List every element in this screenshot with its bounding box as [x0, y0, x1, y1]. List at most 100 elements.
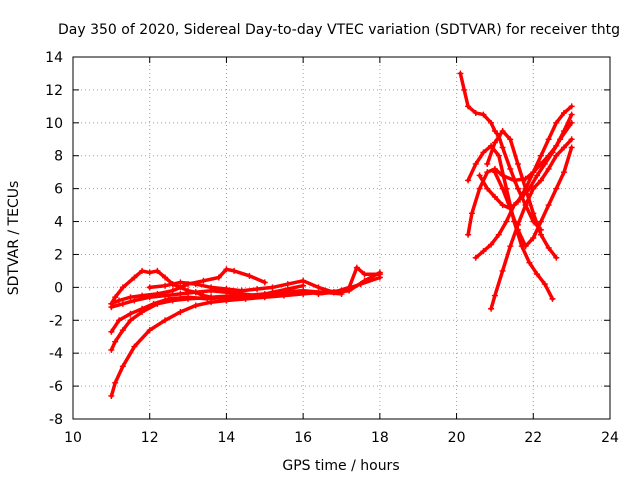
- data-point: [108, 392, 115, 399]
- data-point: [139, 309, 146, 316]
- data-point: [127, 310, 134, 317]
- data-point: [491, 139, 498, 146]
- data-point: [284, 281, 291, 288]
- data-point: [560, 144, 567, 151]
- data-point: [112, 294, 119, 301]
- data-point: [530, 169, 537, 176]
- data-point: [476, 185, 483, 192]
- data-point: [545, 202, 552, 209]
- series-line: [458, 71, 543, 232]
- data-point: [530, 210, 537, 217]
- y-tick-label: -6: [49, 379, 63, 395]
- data-point: [553, 119, 560, 126]
- data-point: [484, 185, 491, 192]
- data-point: [507, 243, 514, 250]
- data-point: [507, 205, 514, 212]
- data-point: [127, 317, 134, 324]
- data-point: [116, 297, 123, 304]
- data-point: [119, 284, 126, 291]
- data-point: [499, 128, 506, 135]
- data-point: [119, 363, 126, 370]
- x-tick-label: 10: [64, 430, 82, 446]
- data-point: [361, 271, 368, 278]
- data-point: [484, 160, 491, 167]
- data-point: [465, 231, 472, 238]
- data-point: [457, 70, 464, 77]
- data-point: [116, 317, 123, 324]
- data-point: [461, 86, 468, 93]
- y-axis-label: SDTVAR / TECUs: [6, 181, 22, 296]
- data-point: [131, 343, 138, 350]
- data-point: [127, 294, 134, 301]
- data-point: [511, 177, 518, 184]
- data-point: [131, 274, 138, 281]
- data-point: [208, 299, 215, 306]
- data-point: [568, 136, 575, 143]
- data-point: [154, 300, 161, 307]
- data-point: [522, 243, 529, 250]
- data-point: [545, 136, 552, 143]
- data-point: [472, 160, 479, 167]
- data-point: [112, 338, 119, 345]
- data-point: [346, 284, 353, 291]
- data-point: [484, 169, 491, 176]
- data-point: [269, 284, 276, 291]
- series-layer: [108, 70, 575, 399]
- y-tick-label: 2: [54, 247, 63, 263]
- y-tick-label: 10: [45, 116, 63, 132]
- data-point: [261, 292, 268, 299]
- data-point: [557, 136, 564, 143]
- data-point: [522, 185, 529, 192]
- data-point: [560, 169, 567, 176]
- data-point: [376, 271, 383, 278]
- y-tick-label: 12: [45, 83, 63, 99]
- data-point: [468, 210, 475, 217]
- data-point: [526, 259, 533, 266]
- data-point: [192, 289, 199, 296]
- chart-title: Day 350 of 2020, Sidereal Day-to-day VTE…: [58, 22, 620, 38]
- y-tick-label: -4: [49, 346, 63, 362]
- data-point: [139, 267, 146, 274]
- data-point: [549, 149, 556, 156]
- data-point: [545, 244, 552, 251]
- data-point: [300, 277, 307, 284]
- data-point: [108, 328, 115, 335]
- x-tick-label: 12: [141, 430, 159, 446]
- data-point: [495, 231, 502, 238]
- data-point: [300, 287, 307, 294]
- data-point: [537, 152, 544, 159]
- x-tick-label: 16: [294, 430, 312, 446]
- data-point: [568, 111, 575, 118]
- data-point: [112, 379, 119, 386]
- data-point: [534, 172, 541, 179]
- data-point: [223, 286, 230, 293]
- data-point: [169, 297, 176, 304]
- data-point: [162, 292, 169, 299]
- data-point: [534, 271, 541, 278]
- data-point: [215, 274, 222, 281]
- data-point: [488, 119, 495, 126]
- data-point: [231, 267, 238, 274]
- grid-layer: [73, 57, 610, 419]
- data-point: [108, 346, 115, 353]
- data-point: [507, 136, 514, 143]
- data-point: [530, 235, 537, 241]
- data-point: [146, 269, 153, 276]
- data-point: [488, 305, 495, 312]
- series-arc-o: [484, 128, 560, 261]
- data-point: [541, 160, 548, 167]
- data-point: [491, 169, 498, 176]
- y-tick-label: 4: [54, 215, 63, 231]
- data-point: [537, 177, 544, 184]
- data-point: [530, 185, 537, 192]
- data-point: [568, 119, 575, 126]
- y-tick-label: 14: [45, 50, 63, 66]
- data-point: [553, 185, 560, 192]
- data-point: [146, 327, 153, 334]
- y-tick-label: -2: [49, 313, 63, 329]
- data-point: [514, 198, 521, 205]
- data-point: [503, 218, 510, 225]
- data-point: [192, 302, 199, 309]
